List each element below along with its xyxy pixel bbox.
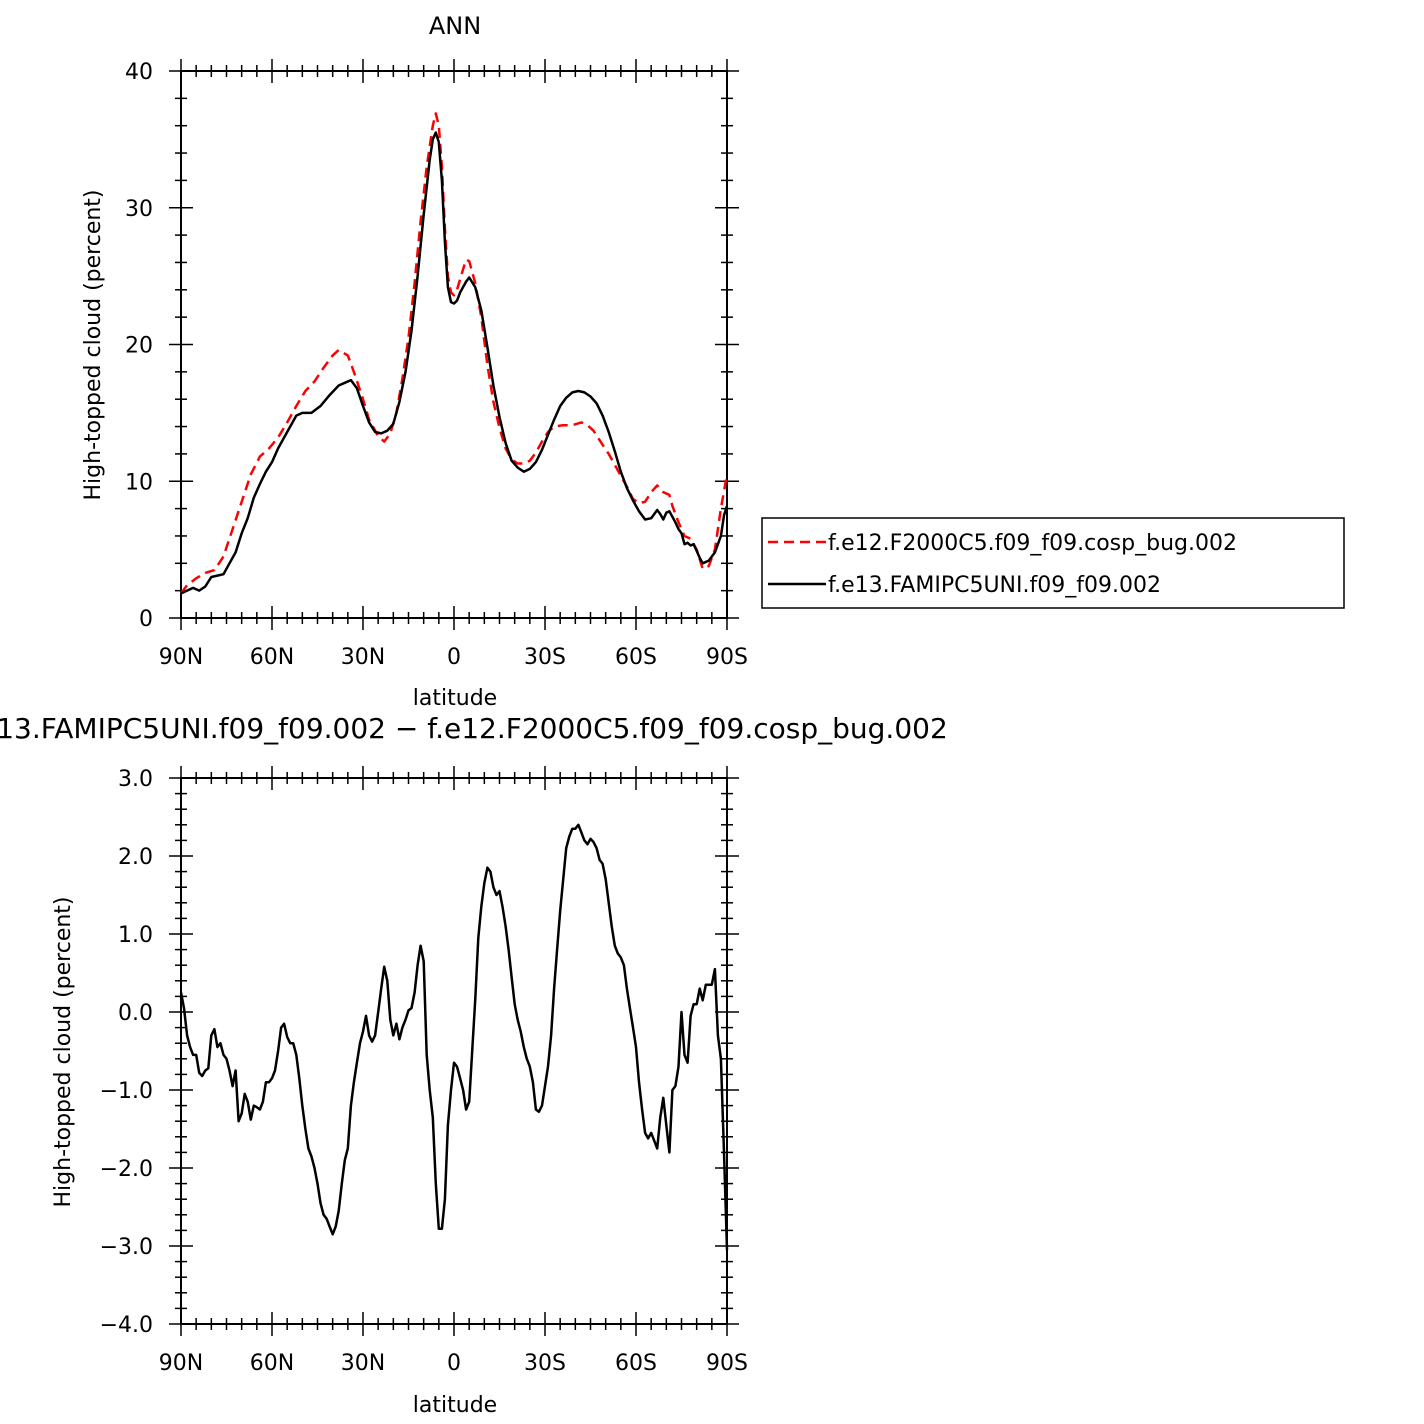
bottom-y-tick-label: 2.0	[118, 845, 153, 870]
top-x-tick-label: 30S	[524, 645, 566, 670]
bottom-x-tick-label: 60S	[615, 1351, 657, 1376]
bottom-x-tick-label: 30N	[341, 1351, 385, 1376]
legend: f.e12.F2000C5.f09_f09.cosp_bug.002 f.e13…	[761, 517, 1345, 609]
bottom-y-tick-label: −2.0	[100, 1157, 153, 1182]
bottom-panel: f.e13.FAMIPC5UNI.f09_f09.002 − f.e12.F20…	[0, 712, 948, 1418]
bottom-x-tick-label: 60N	[250, 1351, 294, 1376]
top-series	[179, 112, 729, 595]
legend-box	[761, 517, 1345, 609]
bottom-plot-frame	[180, 777, 728, 1325]
top-plot-frame	[180, 70, 728, 619]
bottom-x-axis-label: latitude	[413, 1393, 497, 1418]
top-series-line-1	[180, 131, 729, 595]
legend-entry-cosp-bug: f.e12.F2000C5.f09_f09.cosp_bug.002	[828, 531, 1237, 556]
bottom-x-tick-label: 90S	[706, 1351, 748, 1376]
top-x-tick-label: 90S	[706, 645, 748, 670]
legend-entry-famipc5uni: f.e13.FAMIPC5UNI.f09_f09.002	[828, 573, 1161, 598]
top-x-axis-label: latitude	[413, 686, 497, 711]
top-x-tick-label: 60S	[615, 645, 657, 670]
bottom-series	[179, 823, 729, 1250]
bottom-y-tick-label: 1.0	[118, 923, 153, 948]
top-chart-title: ANN	[429, 12, 481, 40]
top-y-tick-label: 20	[125, 334, 153, 359]
bottom-x-tick-label: 90N	[159, 1351, 203, 1376]
top-panel: ANN 90N 60N 30N 0 30S 60S 90S 0 10 20 30 40 latitud…	[81, 12, 748, 711]
top-x-tick-label: 30N	[341, 645, 385, 670]
top-y-tick-label: 10	[125, 470, 153, 495]
top-x-tick-label: 90N	[159, 645, 203, 670]
bottom-y-axis-label: High-topped cloud (percent)	[51, 896, 76, 1207]
top-y-axis-label: High-topped cloud (percent)	[81, 189, 106, 500]
top-y-tick-label: 0	[139, 607, 153, 632]
bottom-y-tick-label: −4.0	[100, 1313, 153, 1338]
bottom-axes: 90N 60N 30N 0 30S 60S 90S −4.0 −3.0 −2.0 −1.0 0.0 1.…	[100, 766, 748, 1376]
top-y-tick-label: 30	[125, 197, 153, 222]
bottom-y-tick-label: −1.0	[100, 1079, 153, 1104]
top-y-tick-label: 40	[125, 60, 153, 85]
bottom-series-line-0	[179, 823, 729, 1250]
bottom-y-tick-label: −3.0	[100, 1235, 153, 1260]
bottom-y-tick-label: 3.0	[118, 767, 153, 792]
bottom-chart-title: f.e13.FAMIPC5UNI.f09_f09.002 − f.e12.F20…	[0, 712, 948, 745]
top-axes: 90N 60N 30N 0 30S 60S 90S 0 10 20 30 40	[125, 59, 748, 670]
bottom-x-tick-label: 0	[447, 1351, 461, 1376]
top-x-tick-label: 60N	[250, 645, 294, 670]
bottom-x-tick-label: 30S	[524, 1351, 566, 1376]
top-series-line-0	[179, 112, 729, 595]
top-x-tick-label: 0	[447, 645, 461, 670]
bottom-y-tick-label: 0.0	[118, 1001, 153, 1026]
